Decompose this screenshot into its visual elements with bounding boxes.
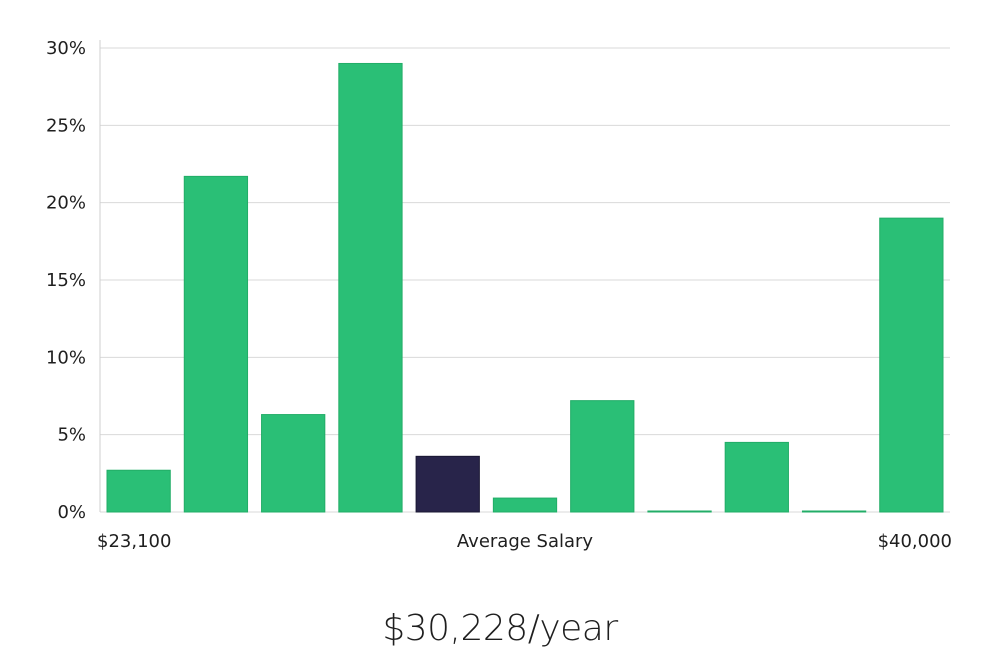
bar bbox=[261, 414, 326, 513]
x-axis-title: Average Salary bbox=[457, 531, 594, 552]
bar bbox=[879, 217, 944, 513]
x-end-label: $40,000 bbox=[878, 531, 952, 552]
bar bbox=[570, 400, 635, 513]
bar bbox=[183, 175, 249, 513]
x-start-label: $23,100 bbox=[97, 531, 171, 552]
salary-distribution-chart: 0% 5% 10% 15% 20% 25% 30% $23,100 Average Sala… bbox=[46, 38, 952, 552]
bar bbox=[647, 510, 712, 513]
y-tick-label: 15% bbox=[46, 270, 86, 291]
bars bbox=[106, 62, 944, 513]
y-tick-label: 20% bbox=[46, 193, 86, 214]
y-axis-ticks: 0% 5% 10% 15% 20% 25% 30% bbox=[46, 38, 86, 523]
bar bbox=[801, 510, 867, 513]
bar bbox=[338, 62, 403, 513]
bar bbox=[492, 497, 558, 513]
y-tick-label: 10% bbox=[46, 347, 86, 368]
bar bbox=[724, 441, 789, 513]
y-tick-label: 25% bbox=[46, 115, 86, 136]
bar-highlighted bbox=[415, 455, 480, 513]
y-tick-label: 0% bbox=[57, 502, 86, 523]
average-salary-headline: $30,228/year bbox=[382, 608, 618, 649]
y-tick-label: 30% bbox=[46, 38, 86, 59]
bar bbox=[106, 469, 171, 513]
y-tick-label: 5% bbox=[57, 425, 86, 446]
